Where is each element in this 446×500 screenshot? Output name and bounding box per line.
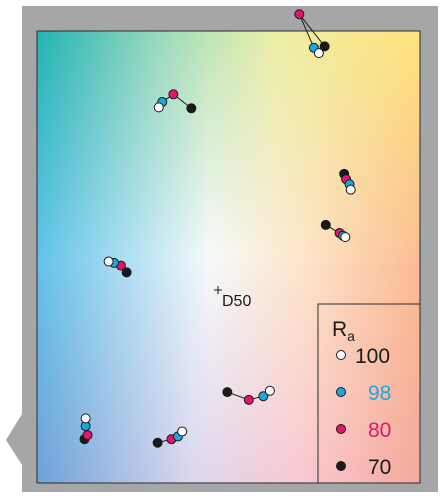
legend-marker-100 (336, 350, 346, 360)
d50-label: D50 (222, 293, 251, 310)
legend-title-sub: a (347, 328, 355, 344)
point-ra100-sample-3 (345, 184, 356, 195)
point-ra70-sample-1 (319, 41, 330, 52)
connector-sample-1 (298, 13, 326, 47)
point-ra80-sample-8 (243, 394, 254, 405)
legend-title-main: R (332, 318, 347, 341)
connector-sample-1 (298, 14, 315, 48)
point-ra70-sample-5 (121, 267, 132, 278)
legend-marker-98 (336, 387, 346, 397)
d50-marker: D50 (214, 286, 251, 310)
point-ra100-sample-8 (264, 385, 275, 396)
point-ra100-sample-7 (177, 426, 188, 437)
legend-marker-80 (336, 424, 346, 434)
point-ra70-sample-2 (186, 103, 197, 114)
legend-label-70: 70 (368, 456, 391, 479)
legend-label-98: 98 (368, 382, 391, 405)
point-ra80-sample-6 (82, 430, 93, 441)
point-ra100-sample-6 (80, 413, 91, 424)
legend-label-100: 100 (355, 345, 390, 368)
point-ra70-sample-4 (320, 219, 331, 230)
point-ra80-sample-1 (294, 9, 305, 20)
point-ra100-sample-2 (153, 102, 164, 113)
point-ra100-sample-4 (340, 232, 351, 243)
color-field (36, 30, 421, 484)
point-ra100-sample-1 (313, 48, 324, 59)
legend-label-80: 80 (368, 419, 391, 442)
legend-title: Ra (332, 318, 355, 344)
point-ra80-sample-2 (168, 89, 179, 100)
data-points (79, 9, 356, 448)
point-ra98-sample-8 (258, 391, 269, 402)
point-ra70-sample-7 (152, 437, 163, 448)
point-ra100-sample-5 (103, 256, 114, 267)
legend: Ra 100 98 80 70 (317, 303, 421, 484)
legend-box (317, 303, 421, 484)
legend-marker-70 (336, 461, 346, 471)
point-ra70-sample-8 (222, 387, 233, 398)
